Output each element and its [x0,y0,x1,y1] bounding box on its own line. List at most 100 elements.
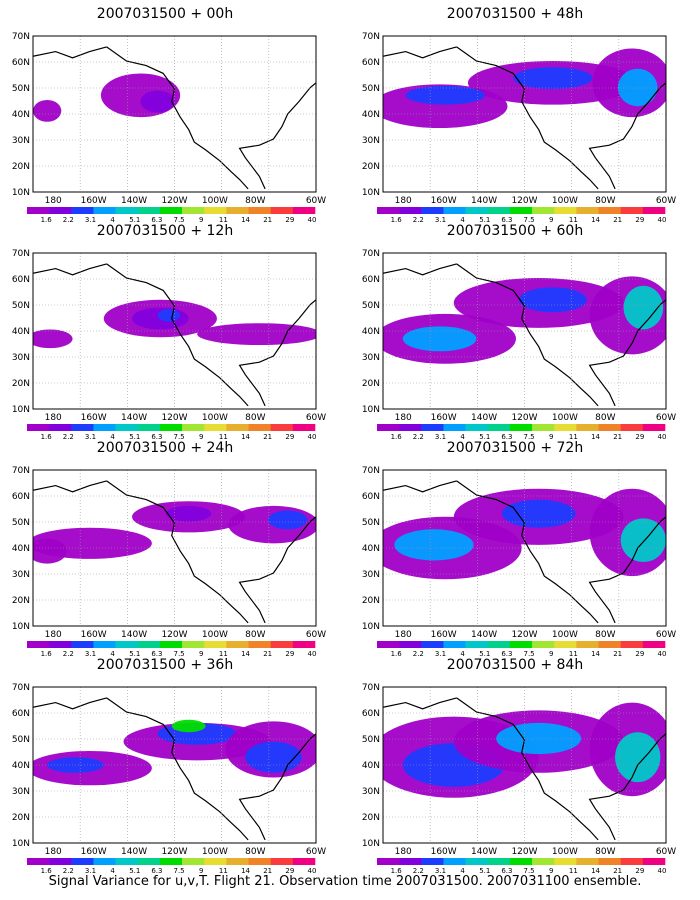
lat-tick-label: 50N [12,301,30,311]
colorbar-label: 11 [569,867,578,875]
colorbar-label: 3.1 [85,650,96,658]
colorbar-swatch [226,424,249,431]
lat-tick-label: 70N [362,249,380,259]
variance-contour [394,529,474,561]
colorbar-label: 3.1 [435,867,446,875]
colorbar-swatch [399,858,422,865]
lon-tick-label: 160W [81,630,107,640]
colorbar-swatch [226,207,249,214]
colorbar-label: 4 [110,867,115,875]
colorbar-swatch [421,207,444,214]
colorbar-swatch [487,858,511,865]
lat-tick-label: 70N [362,466,380,476]
lat-tick-label: 20N [12,162,30,172]
colorbar-label: 14 [591,216,600,224]
map-svg: 70N 60N 50N 40N 30N 20N 10N 180 160W 140W 120W 100W… [362,466,676,658]
lat-tick-label: 40N [362,327,380,337]
colorbar-label: 6.3 [501,433,512,441]
lat-tick-label: 60N [12,492,30,502]
lon-tick-label: 60W [656,630,676,640]
lon-tick-label: 120W [161,630,187,640]
lat-tick-label: 40N [12,761,30,771]
colorbar-label: 5.1 [129,867,140,875]
variance-contour [405,85,485,105]
colorbar-swatch [182,641,205,648]
colorbar-swatch [115,858,139,865]
lon-tick-label: 100W [202,847,228,857]
colorbar-label: 9 [199,216,203,224]
lat-tick-label: 30N [362,353,380,363]
colorbar-label: 2.2 [63,650,74,658]
variance-field [33,263,316,407]
colorbar-label: 1.6 [41,650,53,658]
lon-tick-label: 60W [306,196,326,206]
colorbar-swatch [270,424,294,431]
coastline [383,480,457,493]
colorbar-label: 3.1 [85,433,96,441]
variance-contour [496,722,582,755]
panel-title: 2007031500 + 84h [446,657,584,673]
colorbar-label: 9 [199,867,203,875]
lat-tick-label: 10N [12,839,30,849]
lat-tick-label: 40N [12,327,30,337]
lat-tick-label: 10N [362,622,380,632]
colorbar-label: 6.3 [151,867,162,875]
colorbar-label: 4 [110,216,115,224]
colorbar-swatch [115,424,139,431]
lat-tick-label: 40N [362,110,380,120]
lon-tick-label: 60W [656,847,676,857]
colorbar-label: 40 [658,433,667,441]
lat-tick-label: 40N [362,544,380,554]
variance-contour [140,90,175,113]
colorbar-label: 29 [635,433,644,441]
lon-tick-label: 120W [161,196,187,206]
lat-tick-label: 60N [12,709,30,719]
colorbar-label: 40 [308,867,317,875]
lon-tick-label: 100W [552,196,578,206]
lon-tick-label: 80W [245,196,265,206]
colorbar-label: 29 [635,650,644,658]
map-svg: 70N 60N 50N 40N 30N 20N 10N 180 160W 140W 120W 100W… [362,683,676,875]
colorbar-label: 1.6 [391,216,403,224]
colorbar-swatch [509,207,533,214]
colorbar-swatch [182,858,205,865]
variance-contour [623,285,664,330]
colorbar-label: 2.2 [63,433,74,441]
lat-tick-label: 50N [12,84,30,94]
colorbar-label: 5.1 [479,216,490,224]
colorbar-label: 21 [263,433,272,441]
colorbar-label: 5.1 [129,216,140,224]
lon-tick-label: 140W [121,847,147,857]
colorbar-swatch [49,424,72,431]
coastline [383,697,457,710]
colorbar-swatch [532,424,555,431]
lat-tick-label: 10N [12,188,30,198]
colorbar-swatch [377,641,400,648]
lat-tick-label: 60N [362,709,380,719]
colorbar-label: 9 [549,216,553,224]
colorbar-label: 1.6 [391,433,403,441]
map-panel-12h: 2007031500 + 12h 70N 60N 50N 40N 30N 20N 10N 18… [0,223,340,441]
map-svg: 70N 60N 50N 40N 30N 20N 10N 180 160W 140W 120W 100W… [12,249,326,441]
colorbar-swatch [93,858,116,865]
colorbar-swatch [49,858,72,865]
lat-tick-label: 40N [362,761,380,771]
colorbar-swatch [248,858,271,865]
lat-tick-label: 50N [362,301,380,311]
lon-tick-label: 160W [431,413,457,423]
colorbar-label: 5.1 [479,867,490,875]
colorbar-label: 7.5 [524,650,535,658]
colorbar-label: 1.6 [41,867,53,875]
colorbar-swatch [248,424,271,431]
lon-tick-label: 180 [45,630,62,640]
map-panel-48h: 2007031500 + 48h 70N 60N 50N 40N 30N 20N 10N 18… [350,6,690,224]
colorbar-swatch [292,641,316,648]
colorbar-swatch [270,207,294,214]
coastline [106,46,249,190]
colorbar-label: 1.6 [391,650,403,658]
colorbar-swatch [509,858,533,865]
colorbar-swatch [27,207,50,214]
lon-tick-label: 80W [245,847,265,857]
lat-tick-label: 30N [12,570,30,580]
lat-tick-label: 60N [362,58,380,68]
